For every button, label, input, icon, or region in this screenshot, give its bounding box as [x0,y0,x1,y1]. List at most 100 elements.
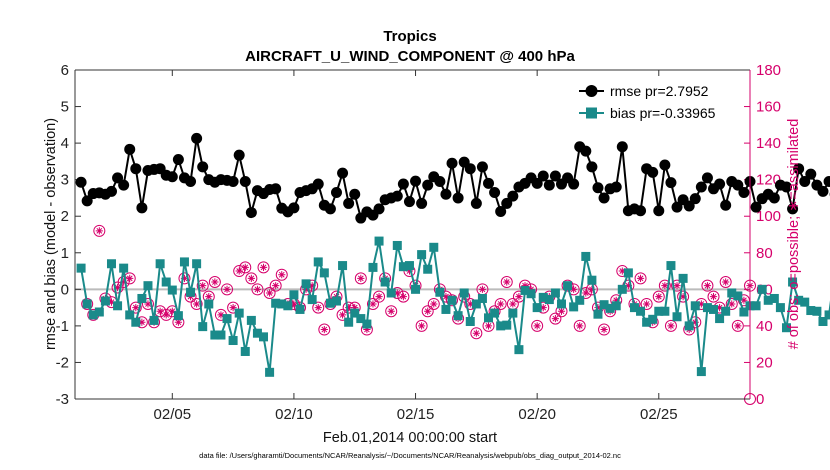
bias-point [569,302,579,312]
y-tick-label: 0 [61,281,69,298]
obs-assimilated-point [661,282,669,290]
obs-possible-point [421,305,434,318]
obs-assimilated-point [728,300,736,308]
obs-assimilated-point [679,293,687,301]
bias-point [715,314,725,324]
obs-assimilated-point [594,304,602,312]
obs-assimilated-point [132,304,140,312]
obs-possible-point [239,261,252,274]
bias-point [125,310,135,320]
bias-point [544,295,554,305]
y-tick-label: 2 [61,208,69,225]
obs-assimilated-point [478,285,487,293]
bias-point [368,262,378,272]
rmse-point [531,177,543,189]
obs-assimilated-point [272,282,280,290]
rmse-point [616,141,628,153]
rmse-point [166,171,178,183]
obs-assimilated-point [375,293,383,301]
bias-point [751,301,761,311]
x-tick-label: 02/05 [154,406,192,423]
obs-assimilated-point [302,285,310,293]
obs-assimilated-point [430,300,438,308]
bias-point [788,277,798,287]
bias-point [106,259,116,269]
obs-assimilated-point [290,300,298,308]
bias-point [429,242,439,252]
bias-point [259,332,269,342]
obs-possible-point [160,308,173,321]
bias-point [490,308,500,318]
obs-assimilated-point [265,289,274,297]
obs-possible-point [677,290,690,303]
obs-assimilated-point [509,300,517,308]
obs-assimilated-point [697,300,705,308]
rmse-point [233,149,245,161]
rmse-point [659,159,671,171]
bias-point [411,284,421,294]
bias-point [514,345,524,355]
obs-assimilated-point [235,267,243,275]
y2-tick-label: 180 [756,62,781,79]
obs-assimilated-point [126,274,134,282]
bias-point [593,309,603,319]
obs-assimilated-point [95,227,103,235]
obs-possible-point [640,297,653,310]
obs-assimilated-point [539,304,547,312]
bias-point [344,317,354,327]
bias-point [648,314,658,324]
obs-count-series [81,224,756,405]
obs-assimilated-point [345,304,353,312]
rmse-point [817,185,829,197]
bias-point [587,275,597,285]
rmse-point [793,163,805,175]
bias-point [161,277,171,287]
bias-point [319,268,329,278]
y2-tick-label: 140 [756,135,781,152]
bias-point [611,301,621,311]
legend-box [575,78,743,124]
bias-point [386,288,396,298]
bias-point [167,285,177,295]
bias-point [757,284,767,294]
obs-assimilated-point [442,293,450,301]
bias-point [617,284,627,294]
obs-assimilated-point [363,325,371,334]
rmse-point [403,196,415,208]
bias-series [76,236,830,377]
obs-possible-point [373,290,386,303]
y-axis-left: -3 -2 -1 0 1 2 3 4 5 6 [56,62,81,408]
obs-assimilated-point [722,278,730,286]
rmse-point [823,175,830,187]
bias-point [307,295,317,305]
obs-assimilated-point [393,289,401,297]
bias-point [173,311,183,321]
bias-point [769,293,779,303]
bias-point [234,308,244,318]
bias-point [246,315,256,325]
obs-assimilated-point [120,278,128,286]
rmse-point [312,178,324,190]
obs-assimilated-point [673,282,681,290]
obs-possible-point [318,323,331,336]
obs-assimilated-point [466,300,474,308]
bias-point [240,346,250,356]
rmse-point [452,192,464,204]
obs-possible-point [500,276,513,289]
obs-assimilated-point [588,285,596,293]
y2-tick-label: 20 [756,354,773,371]
bias-point [76,263,86,273]
rmse-point [410,175,422,187]
rmse-point [130,163,142,175]
bias-point [459,288,469,298]
rmse-point [665,177,677,189]
obs-assimilated-point [497,300,505,308]
obs-possible-point [366,297,379,310]
bias-point [526,289,536,299]
rmse-point [543,179,555,191]
obs-assimilated-point [424,307,432,315]
bias-point [696,367,706,377]
y2-tick-label: 120 [756,172,781,189]
obs-possible-point [664,319,677,332]
rmse-point [495,205,507,217]
